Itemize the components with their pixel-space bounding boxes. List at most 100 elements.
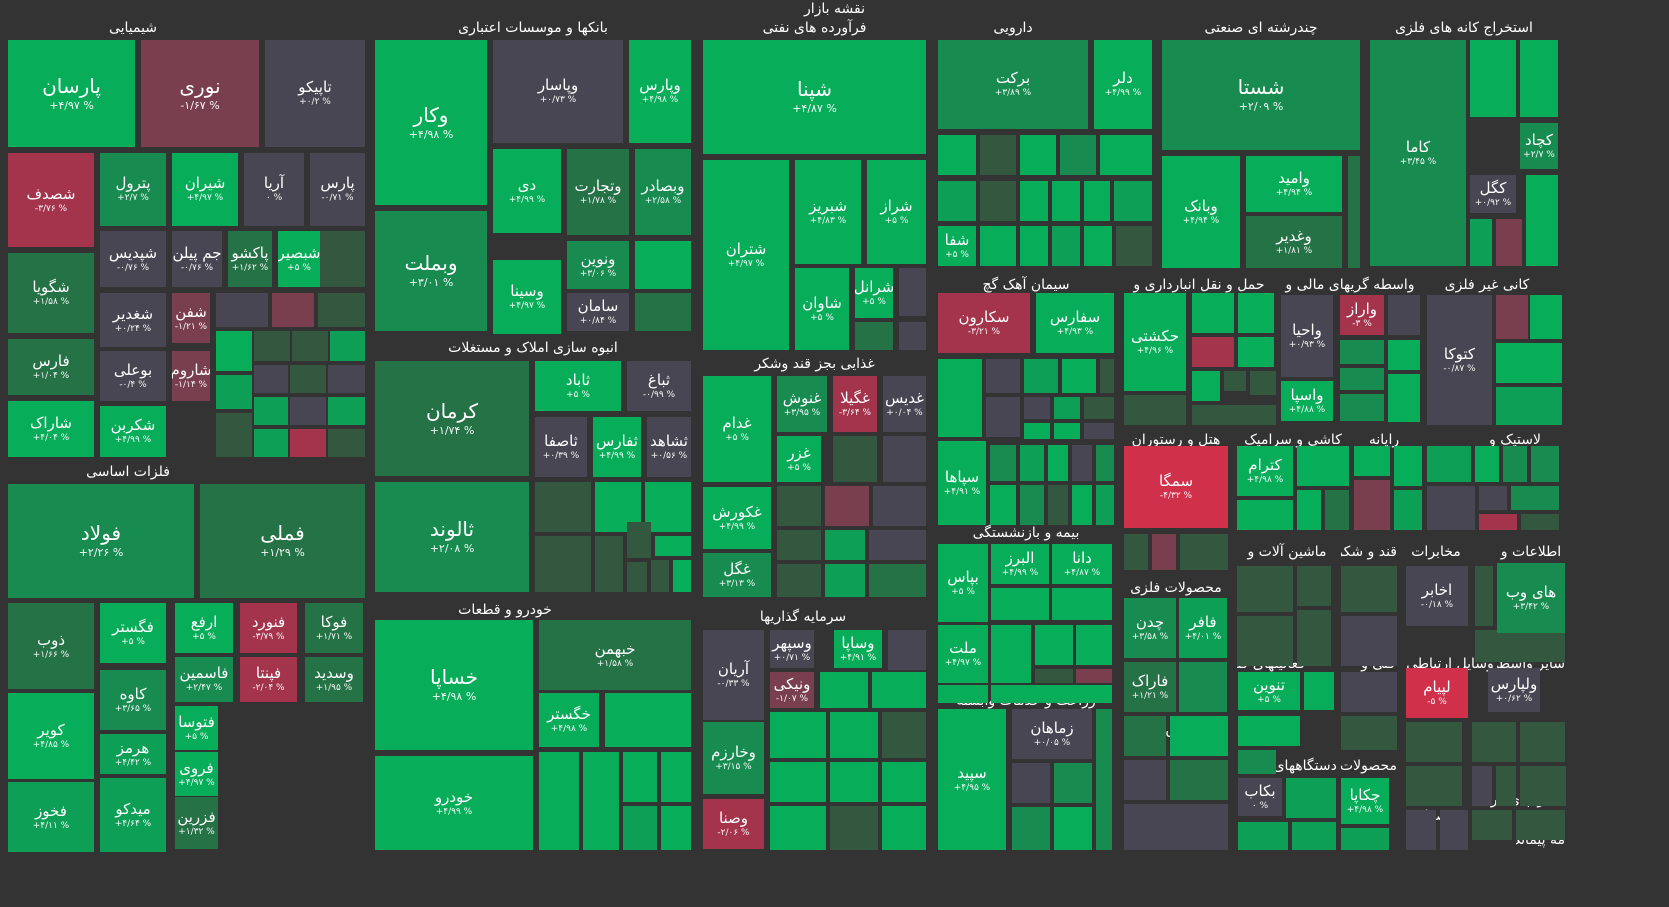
treemap-cell[interactable] xyxy=(1250,371,1276,395)
treemap-cell[interactable] xyxy=(1496,295,1528,339)
treemap-cell[interactable] xyxy=(938,685,988,703)
treemap-cell[interactable] xyxy=(1340,368,1384,390)
treemap-cell[interactable] xyxy=(830,806,878,850)
stock-tile[interactable]: وتجارت +۱/۷۸ % xyxy=(567,149,629,235)
treemap-cell[interactable] xyxy=(1192,293,1234,333)
stock-tile[interactable]: چکاپا +۴/۹۸ % xyxy=(1341,778,1389,824)
treemap-cell[interactable] xyxy=(882,712,926,758)
stock-tile[interactable]: تاپیکو +۰/۲ % xyxy=(265,40,365,147)
stock-tile[interactable]: شگویا +۱/۵۸ % xyxy=(8,253,94,333)
stock-tile[interactable]: کرمان +۱/۷۴ % xyxy=(375,361,529,476)
stock-tile[interactable]: شغدیر +۰/۲۴ % xyxy=(100,293,166,347)
stock-tile[interactable]: فخوز +۴/۱۱ % xyxy=(8,782,94,852)
treemap-cell[interactable] xyxy=(1406,722,1462,762)
stock-tile[interactable]: فارس +۱/۰۴ % xyxy=(8,339,94,395)
treemap-cell[interactable] xyxy=(1521,514,1559,530)
treemap-cell[interactable] xyxy=(1048,445,1068,481)
treemap-cell[interactable] xyxy=(328,397,365,425)
treemap-cell[interactable] xyxy=(1520,722,1565,762)
stock-tile[interactable]: وپاسار +۰/۷۳ % xyxy=(493,40,623,143)
treemap-cell[interactable] xyxy=(869,530,926,560)
treemap-cell[interactable] xyxy=(1297,566,1331,606)
stock-tile[interactable]: شتران +۴/۹۷ % xyxy=(703,160,789,350)
treemap-cell[interactable] xyxy=(1496,219,1522,266)
stock-tile[interactable]: اخابر -۰/۱۸ % xyxy=(1406,566,1468,626)
treemap-cell[interactable] xyxy=(216,293,268,327)
treemap-cell[interactable] xyxy=(1020,485,1044,525)
treemap-cell[interactable] xyxy=(623,806,657,850)
treemap-cell[interactable] xyxy=(1192,337,1234,367)
treemap-cell[interactable] xyxy=(1238,293,1274,333)
treemap-cell[interactable] xyxy=(1470,219,1492,266)
treemap-cell[interactable] xyxy=(1238,716,1300,746)
treemap-cell[interactable] xyxy=(1292,822,1336,850)
treemap-cell[interactable] xyxy=(1341,616,1397,666)
stock-tile[interactable]: کاما +۳/۴۵ % xyxy=(1370,40,1466,266)
stock-tile[interactable]: میدکو +۴/۶۴ % xyxy=(100,778,166,852)
stock-tile[interactable]: فپنتا -۲/۰۴ % xyxy=(240,657,297,702)
treemap-cell[interactable] xyxy=(216,331,252,371)
treemap-cell[interactable] xyxy=(535,482,591,532)
treemap-cell[interactable] xyxy=(980,181,1016,221)
treemap-cell[interactable] xyxy=(272,293,314,327)
treemap-cell[interactable] xyxy=(1479,514,1517,530)
treemap-cell[interactable] xyxy=(673,560,691,592)
stock-tile[interactable]: غزر +۵ % xyxy=(777,436,821,482)
stock-tile[interactable]: کاوه +۳/۶۵ % xyxy=(100,670,166,730)
treemap-cell[interactable] xyxy=(1475,446,1499,482)
treemap-cell[interactable] xyxy=(1084,397,1114,419)
treemap-cell[interactable] xyxy=(991,625,1031,683)
stock-tile[interactable]: کتوکا -۰/۸۷ % xyxy=(1427,295,1492,425)
treemap-cell[interactable] xyxy=(605,693,691,747)
treemap-cell[interactable] xyxy=(1035,625,1073,665)
treemap-cell[interactable] xyxy=(820,672,868,708)
treemap-cell[interactable] xyxy=(661,752,691,802)
stock-tile[interactable]: چدن +۳/۵۸ % xyxy=(1124,598,1176,658)
treemap-cell[interactable] xyxy=(1340,394,1384,421)
stock-tile[interactable]: حکشتی +۴/۹۶ % xyxy=(1124,293,1186,391)
treemap-cell[interactable] xyxy=(1084,226,1112,266)
treemap-cell[interactable] xyxy=(1076,669,1112,683)
stock-tile[interactable]: سکارون -۳/۲۱ % xyxy=(938,293,1030,353)
treemap-cell[interactable] xyxy=(1286,778,1336,818)
treemap-cell[interactable] xyxy=(899,322,926,350)
stock-tile[interactable]: پارس -۰/۷۱ % xyxy=(310,153,365,226)
treemap-cell[interactable] xyxy=(1237,566,1293,612)
stock-tile[interactable]: کویر +۴/۸۵ % xyxy=(8,693,94,779)
treemap-cell[interactable] xyxy=(535,536,591,592)
treemap-cell[interactable] xyxy=(635,241,691,289)
stock-tile[interactable]: کگل +۰/۹۲ % xyxy=(1470,175,1516,213)
stock-tile[interactable]: فولاد +۲/۲۶ % xyxy=(8,484,194,598)
stock-tile[interactable]: فنورد -۳/۷۹ % xyxy=(240,603,297,653)
treemap-cell[interactable] xyxy=(539,752,579,850)
stock-tile[interactable]: وصنا -۲/۰۶ % xyxy=(703,799,764,849)
treemap-cell[interactable] xyxy=(770,712,826,758)
stock-tile[interactable]: واحیا +۰/۹۳ % xyxy=(1281,295,1333,377)
treemap-cell[interactable] xyxy=(825,486,869,526)
stock-tile[interactable]: فاسمین +۲/۴۷ % xyxy=(175,657,233,702)
stock-tile[interactable]: بپاس +۵ % xyxy=(938,544,988,622)
treemap-cell[interactable] xyxy=(938,359,982,437)
treemap-cell[interactable] xyxy=(777,530,821,560)
treemap-cell[interactable] xyxy=(1531,446,1559,482)
treemap-cell[interactable] xyxy=(635,293,691,331)
stock-tile[interactable]: زماهان +۰/۰۵ % xyxy=(1012,709,1092,759)
treemap-cell[interactable] xyxy=(1297,490,1321,530)
stock-tile[interactable]: شپنا +۴/۸۷ % xyxy=(703,40,926,154)
treemap-cell[interactable] xyxy=(1348,156,1360,268)
stock-tile[interactable]: وبملت +۳/۰۱ % xyxy=(375,211,487,331)
stock-tile[interactable]: ذوب +۱/۶۶ % xyxy=(8,603,94,689)
treemap-cell[interactable] xyxy=(1304,672,1334,710)
stock-tile[interactable]: بوعلی -۰/۴ % xyxy=(100,351,166,401)
treemap-cell[interactable] xyxy=(990,445,1016,481)
treemap-cell[interactable] xyxy=(986,397,1020,437)
treemap-cell[interactable] xyxy=(1170,760,1228,800)
treemap-cell[interactable] xyxy=(1192,405,1276,425)
stock-tile[interactable]: غگیلا -۳/۶۴ % xyxy=(833,376,877,432)
stock-tile[interactable]: شصدف -۳/۷۶ % xyxy=(8,153,94,247)
treemap-cell[interactable] xyxy=(1054,807,1092,850)
stock-tile[interactable]: شراز +۵ % xyxy=(867,160,926,264)
treemap-cell[interactable] xyxy=(1084,423,1114,439)
stock-tile[interactable]: غکورش +۴/۹۹ % xyxy=(703,487,771,549)
treemap-cell[interactable] xyxy=(1440,810,1468,850)
